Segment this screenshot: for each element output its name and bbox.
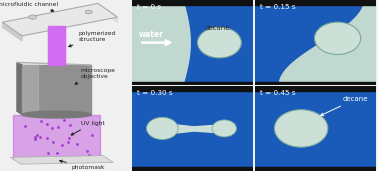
Polygon shape — [132, 0, 190, 85]
Text: photomask: photomask — [60, 160, 105, 170]
Polygon shape — [3, 22, 22, 41]
Circle shape — [147, 117, 178, 140]
Text: microfluidic channel: microfluidic channel — [0, 2, 59, 12]
Ellipse shape — [29, 15, 37, 19]
Bar — [255, 82, 376, 85]
Polygon shape — [22, 65, 38, 115]
Text: decane: decane — [205, 25, 230, 31]
Bar — [255, 86, 376, 91]
Polygon shape — [48, 26, 65, 65]
Bar — [255, 0, 376, 5]
Text: t = 0 s: t = 0 s — [137, 4, 161, 10]
Text: t = 0.45 s: t = 0.45 s — [260, 90, 296, 96]
Polygon shape — [279, 0, 376, 85]
Polygon shape — [17, 62, 22, 115]
Circle shape — [212, 120, 236, 137]
Circle shape — [314, 22, 361, 55]
Text: water: water — [139, 30, 164, 39]
Polygon shape — [48, 26, 65, 65]
Bar — [132, 0, 253, 5]
Ellipse shape — [22, 111, 91, 118]
Circle shape — [198, 27, 241, 58]
Polygon shape — [3, 3, 117, 36]
Polygon shape — [98, 3, 117, 22]
Bar — [255, 167, 376, 171]
Bar — [132, 167, 253, 171]
Text: microscope
objective: microscope objective — [75, 68, 116, 84]
Circle shape — [274, 110, 328, 147]
Text: decane: decane — [321, 96, 368, 116]
Bar — [132, 86, 253, 91]
Polygon shape — [13, 115, 101, 159]
Text: polymerized
structure: polymerized structure — [69, 31, 116, 47]
Text: UV light: UV light — [71, 121, 105, 135]
Bar — [132, 82, 253, 85]
Polygon shape — [11, 156, 113, 164]
Polygon shape — [17, 62, 91, 65]
Ellipse shape — [85, 10, 92, 14]
Text: t = 0.15 s: t = 0.15 s — [260, 4, 296, 10]
Text: t = 0.30 s: t = 0.30 s — [137, 90, 172, 96]
Polygon shape — [22, 65, 91, 115]
